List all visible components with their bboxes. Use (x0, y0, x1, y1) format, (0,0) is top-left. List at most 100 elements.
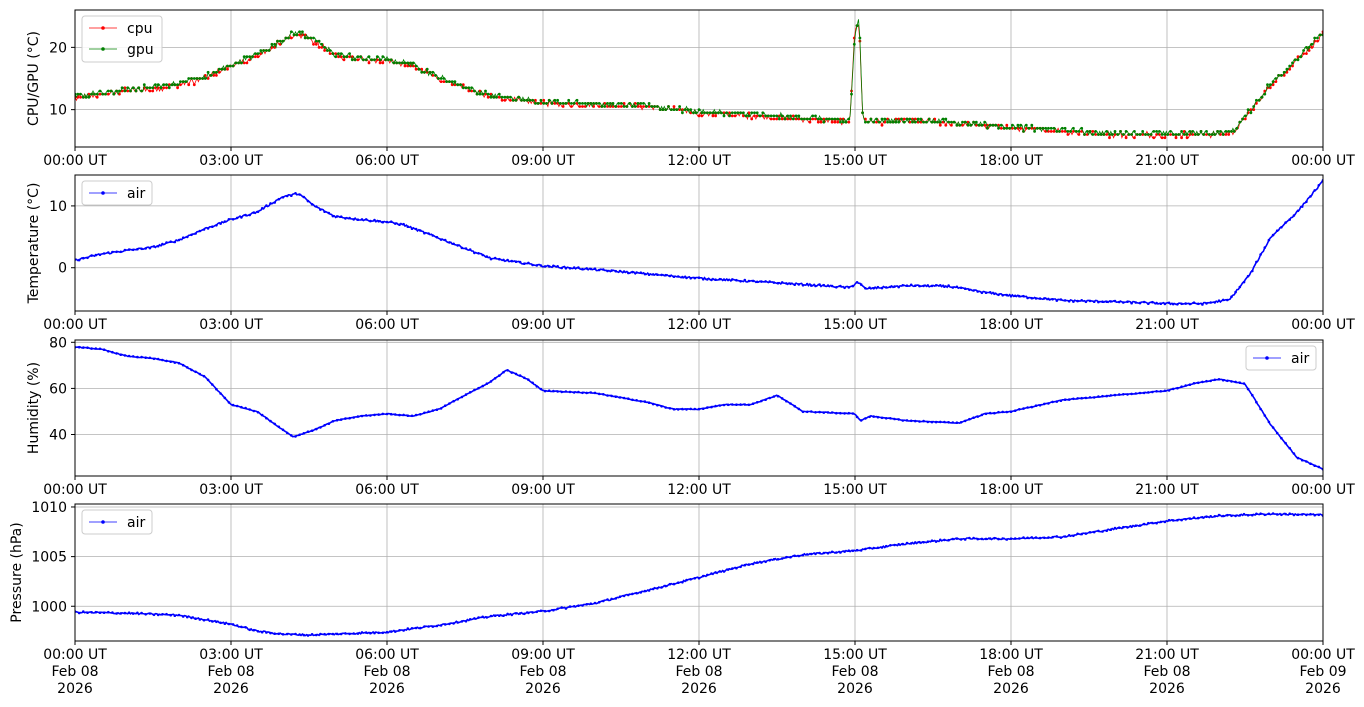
data-point (1213, 378, 1217, 382)
data-point (1126, 526, 1129, 529)
data-point (1067, 534, 1071, 537)
data-point (244, 213, 247, 217)
data-point (152, 245, 156, 248)
data-point (1072, 126, 1075, 130)
data-point (564, 390, 568, 393)
x-tick-label: 12:00 UT (667, 153, 731, 169)
data-point (309, 36, 313, 40)
data-point (722, 403, 726, 407)
x-tick-label: 03:00 UT (199, 317, 263, 333)
data-point (808, 117, 812, 121)
data-point (356, 55, 360, 59)
data-point (198, 372, 202, 376)
data-point (362, 58, 365, 62)
data-point (502, 258, 505, 262)
data-point (1292, 452, 1296, 455)
data-point (514, 372, 518, 376)
data-point (1055, 535, 1059, 538)
data-point (535, 385, 539, 388)
data-point (686, 108, 690, 111)
data-point (1034, 297, 1038, 300)
data-point (1255, 260, 1258, 264)
data-point (761, 111, 765, 115)
data-point (803, 117, 806, 121)
data-point (972, 536, 975, 540)
data-point (635, 399, 638, 402)
data-point (1285, 67, 1289, 71)
data-point (223, 396, 227, 400)
data-point (173, 83, 177, 87)
y-axis-label: Humidity (%) (26, 362, 42, 454)
data-point (1182, 133, 1186, 136)
data-point (527, 261, 530, 265)
data-point (278, 39, 282, 43)
data-point (148, 246, 152, 250)
data-point (1030, 296, 1034, 300)
panel-3: 00:00 UT 03:00 UT 06:00 UT 09:00 UT 12:00 UT… (26, 335, 1355, 498)
data-point (711, 111, 715, 115)
data-point (735, 566, 738, 570)
data-point (1274, 77, 1278, 80)
data-point (572, 605, 576, 608)
data-point (631, 270, 634, 274)
data-point (1216, 130, 1219, 133)
x-tick-label: 09:00 UT (511, 482, 575, 498)
data-point (751, 402, 755, 406)
data-point (410, 627, 414, 630)
data-point (689, 578, 692, 581)
data-point (776, 281, 780, 285)
data-point (694, 111, 698, 115)
data-point (1201, 516, 1204, 519)
data-point (1018, 408, 1021, 411)
data-point (585, 603, 588, 606)
data-point (328, 52, 332, 55)
data-point (1113, 299, 1117, 303)
data-point (1092, 530, 1096, 534)
data-point (493, 614, 497, 617)
data-point (350, 58, 354, 62)
data-point (119, 353, 123, 357)
data-point (276, 39, 279, 43)
data-point (697, 276, 701, 280)
data-point (914, 541, 917, 544)
data-point (922, 284, 925, 288)
data-point (909, 542, 913, 545)
data-point (115, 352, 118, 355)
data-point (377, 413, 381, 416)
data-point (785, 282, 788, 285)
data-point (884, 544, 888, 548)
data-point (290, 633, 293, 636)
data-point (847, 120, 851, 124)
data-point (539, 609, 543, 613)
data-point (714, 571, 717, 574)
data-point (1310, 46, 1314, 49)
data-point (593, 601, 597, 605)
data-point (1038, 404, 1042, 407)
data-point (190, 616, 193, 620)
data-point (119, 612, 123, 615)
data-point (1268, 83, 1272, 87)
data-point (298, 433, 301, 437)
data-point (484, 89, 487, 93)
data-point (1063, 535, 1067, 538)
data-point (747, 563, 751, 566)
series-air (75, 512, 1323, 637)
data-point (618, 269, 622, 273)
data-point (470, 86, 473, 90)
x-tick-label: 03:00 UT (199, 647, 263, 663)
data-point (187, 83, 191, 87)
data-point (656, 403, 659, 407)
data-point (310, 429, 314, 433)
data-point (1080, 126, 1084, 130)
data-point (510, 259, 514, 263)
data-point (389, 220, 393, 223)
data-point (1117, 300, 1121, 304)
data-point (1217, 513, 1221, 517)
data-point (697, 114, 701, 118)
data-point (797, 554, 801, 558)
data-point (934, 284, 938, 287)
data-point (589, 267, 593, 271)
data-point (980, 123, 984, 127)
data-point (1094, 130, 1097, 133)
